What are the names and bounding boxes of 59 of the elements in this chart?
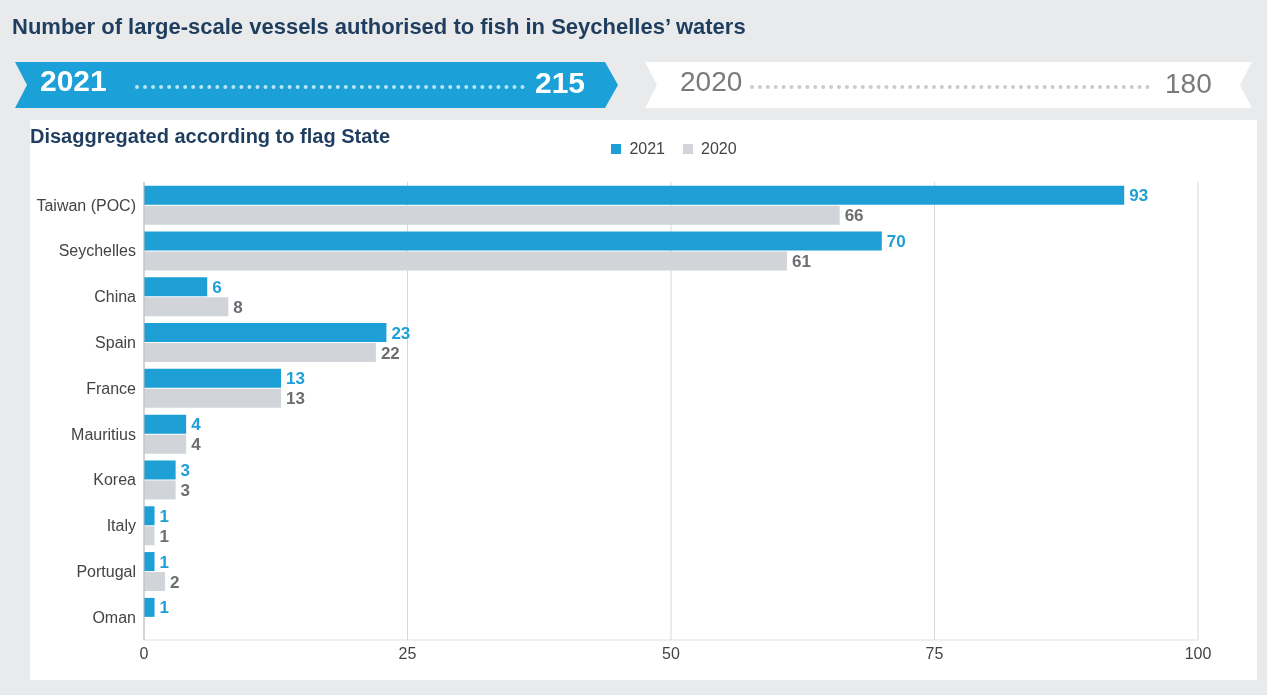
y-tick-label: Mauritius xyxy=(71,425,136,443)
bar xyxy=(144,597,155,617)
chart-title: Number of large-scale vessels authorised to fish in Seychelles’ waters xyxy=(12,14,746,40)
y-tick-label: Taiwan (POC) xyxy=(36,196,136,214)
y-tick-label: France xyxy=(86,379,137,397)
chart-subtitle: Disaggregated according to flag State xyxy=(30,125,391,148)
bar xyxy=(144,526,155,546)
x-tick-label: 75 xyxy=(925,645,944,663)
data-label: 3 xyxy=(180,481,191,500)
data-label: 23 xyxy=(391,323,411,343)
y-tick-label: Spain xyxy=(95,333,136,351)
data-label: 4 xyxy=(191,415,202,435)
data-label: 93 xyxy=(1129,186,1149,206)
text: 2020 xyxy=(680,66,743,98)
bar xyxy=(144,506,155,526)
data-label: 1 xyxy=(159,526,170,546)
x-tick-label: 50 xyxy=(662,645,680,663)
bar xyxy=(144,414,187,434)
text: 2021 xyxy=(40,64,107,98)
x-tick-label: 100 xyxy=(1184,645,1212,663)
bar xyxy=(144,323,387,343)
bar xyxy=(144,480,176,500)
data-label: 1 xyxy=(159,598,170,618)
bar xyxy=(144,552,155,572)
data-label: 2 xyxy=(170,572,180,592)
bar xyxy=(144,434,187,454)
text: 215 xyxy=(535,66,586,100)
y-tick-label: Italy xyxy=(106,517,136,535)
data-label: 13 xyxy=(286,389,305,409)
legend-label: 2021 xyxy=(629,140,665,158)
bar xyxy=(144,572,166,592)
x-tick-label: 0 xyxy=(139,645,149,663)
data-label: 1 xyxy=(159,552,170,572)
bar xyxy=(144,388,282,408)
y-tick-label: Korea xyxy=(93,471,137,489)
data-label: 3 xyxy=(180,461,191,480)
data-label: 8 xyxy=(233,297,243,317)
y-tick-label: Seychelles xyxy=(58,242,136,260)
x-tick-label: 25 xyxy=(398,645,417,663)
data-label: 4 xyxy=(191,435,202,455)
data-label: 70 xyxy=(886,232,906,251)
bar xyxy=(144,343,376,363)
bar xyxy=(144,460,176,480)
data-label: 6 xyxy=(212,277,222,297)
bar xyxy=(144,185,1125,205)
y-tick-label: Oman xyxy=(92,608,136,626)
bar xyxy=(144,368,282,388)
data-label: 22 xyxy=(380,343,400,363)
y-tick-label: Portugal xyxy=(76,562,136,580)
data-label: 66 xyxy=(844,206,864,226)
data-label: 61 xyxy=(791,252,811,271)
text: 180 xyxy=(1165,68,1212,100)
bar xyxy=(144,277,208,297)
bar xyxy=(144,231,882,251)
data-label: 1 xyxy=(159,506,170,526)
data-label: 13 xyxy=(286,369,305,389)
y-tick-label: China xyxy=(94,288,137,306)
bar xyxy=(144,297,229,317)
legend-label: 2020 xyxy=(701,140,737,158)
